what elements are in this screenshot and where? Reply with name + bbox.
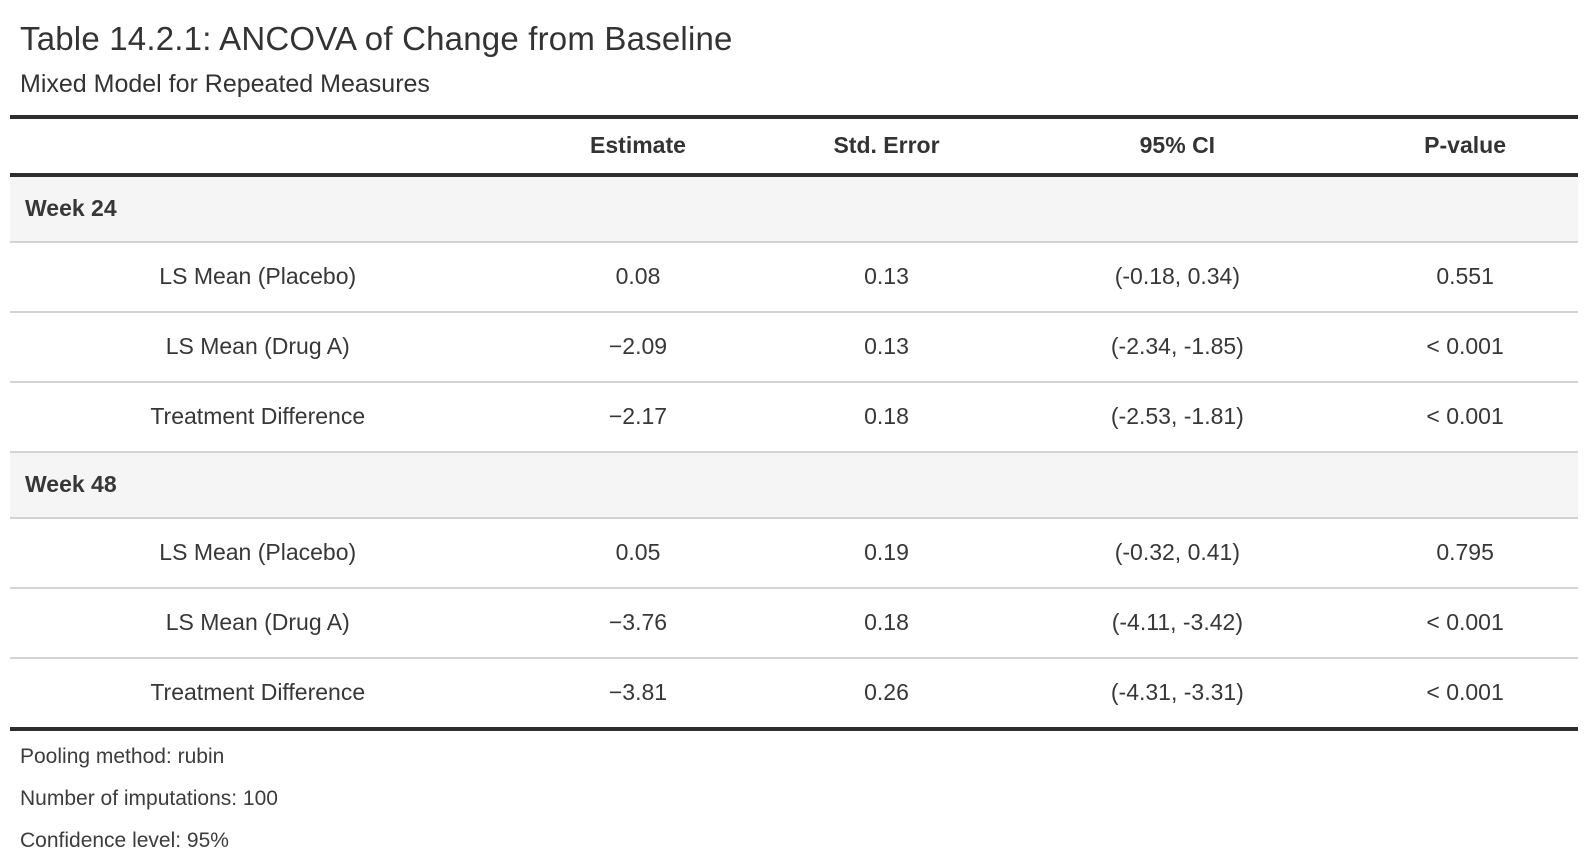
footnote-number-of-imputations: Number of imputations: 100 <box>20 787 278 811</box>
ci-cell: (-0.18, 0.34) <box>1002 242 1353 314</box>
table-title: Table 14.2.1: ANCOVA of Change from Base… <box>20 20 733 57</box>
row-label-cell: LS Mean (Placebo) <box>10 518 506 590</box>
data-row-week48-ls-mean-drug-a: LS Mean (Drug A) −3.76 0.18 (-4.11, -3.4… <box>10 588 1578 660</box>
ci-cell: (-4.11, -3.42) <box>1002 588 1353 660</box>
table-body: Week 24 LS Mean (Placebo) 0.08 0.13 (-0.… <box>10 175 1578 732</box>
ci-cell: (-0.32, 0.41) <box>1002 518 1353 590</box>
p-value-cell: < 0.001 <box>1352 658 1578 732</box>
p-value-cell: < 0.001 <box>1352 312 1578 384</box>
p-value-cell: 0.551 <box>1352 242 1578 314</box>
std-error-cell: 0.13 <box>770 312 1003 384</box>
group-label: Week 24 <box>10 175 1578 244</box>
row-label-cell: LS Mean (Placebo) <box>10 242 506 314</box>
data-row-week48-treatment-difference: Treatment Difference −3.81 0.26 (-4.31, … <box>10 658 1578 732</box>
footnote-pooling-method: Pooling method: rubin <box>20 745 225 769</box>
p-value-column-header: P-value <box>1352 117 1578 178</box>
data-row-week24-ls-mean-drug-a: LS Mean (Drug A) −2.09 0.13 (-2.34, -1.8… <box>10 312 1578 384</box>
ci-column-header: 95% CI <box>1002 117 1353 178</box>
p-value-cell: < 0.001 <box>1352 382 1578 454</box>
row-label-cell: LS Mean (Drug A) <box>10 312 506 384</box>
p-value-cell: 0.795 <box>1352 518 1578 590</box>
table-footnotes: Pooling method: rubin Number of imputati… <box>10 731 1578 851</box>
stub-column-header <box>10 117 506 178</box>
table-subtitle: Mixed Model for Repeated Measures <box>20 70 430 99</box>
std-error-cell: 0.18 <box>770 382 1003 454</box>
row-label-cell: LS Mean (Drug A) <box>10 588 506 660</box>
row-label-cell: Treatment Difference <box>10 382 506 454</box>
estimate-cell: 0.05 <box>505 518 771 590</box>
estimate-cell: −2.17 <box>505 382 771 454</box>
std-error-cell: 0.26 <box>770 658 1003 732</box>
ci-cell: (-2.53, -1.81) <box>1002 382 1353 454</box>
estimate-cell: 0.08 <box>505 242 771 314</box>
std-error-column-header: Std. Error <box>770 117 1003 178</box>
table-header: Estimate Std. Error 95% CI P-value <box>10 117 1578 178</box>
std-error-cell: 0.18 <box>770 588 1003 660</box>
ancova-results-table: Estimate Std. Error 95% CI P-value Week … <box>10 115 1578 732</box>
header-row: Estimate Std. Error 95% CI P-value <box>10 117 1578 178</box>
ci-cell: (-4.31, -3.31) <box>1002 658 1353 732</box>
std-error-cell: 0.19 <box>770 518 1003 590</box>
data-row-week48-ls-mean-placebo: LS Mean (Placebo) 0.05 0.19 (-0.32, 0.41… <box>10 518 1578 590</box>
footnote-confidence-level: Confidence level: 95% <box>20 829 229 852</box>
p-value-cell: < 0.001 <box>1352 588 1578 660</box>
estimate-cell: −3.81 <box>505 658 771 732</box>
estimate-column-header: Estimate <box>505 117 771 178</box>
ci-cell: (-2.34, -1.85) <box>1002 312 1353 384</box>
std-error-cell: 0.13 <box>770 242 1003 314</box>
group-header-row-week-48: Week 48 <box>10 452 1578 520</box>
row-label-cell: Treatment Difference <box>10 658 506 732</box>
group-header-row-week-24: Week 24 <box>10 175 1578 244</box>
estimate-cell: −2.09 <box>505 312 771 384</box>
estimate-cell: −3.76 <box>505 588 771 660</box>
data-row-week24-treatment-difference: Treatment Difference −2.17 0.18 (-2.53, … <box>10 382 1578 454</box>
group-label: Week 48 <box>10 452 1578 520</box>
data-row-week24-ls-mean-placebo: LS Mean (Placebo) 0.08 0.13 (-0.18, 0.34… <box>10 242 1578 314</box>
table-heading: Table 14.2.1: ANCOVA of Change from Base… <box>10 0 1578 115</box>
